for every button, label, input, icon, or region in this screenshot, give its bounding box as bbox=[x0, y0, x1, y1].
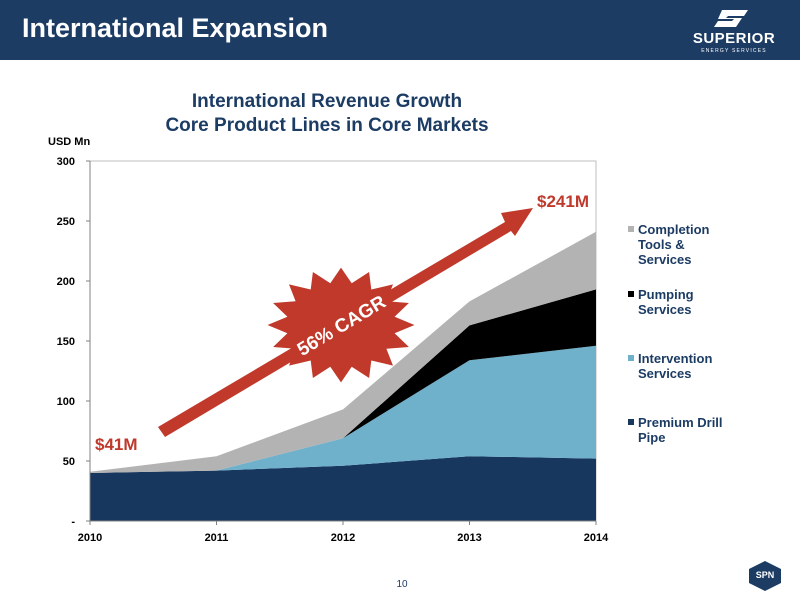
logo-subtitle: ENERGY SERVICES bbox=[701, 48, 767, 54]
legend-swatch-completion bbox=[628, 226, 634, 232]
header-bar: International Expansion SUPERIOR ENERGY … bbox=[0, 0, 800, 60]
start-value-label: $41M bbox=[95, 435, 138, 454]
legend-line: Intervention bbox=[638, 351, 713, 366]
legend-line: Pumping bbox=[638, 287, 694, 302]
area-series-intervention-services bbox=[90, 345, 596, 473]
legend-line: Premium Drill bbox=[638, 415, 723, 430]
spn-badge-label: SPN bbox=[755, 570, 775, 580]
legend-label-premium-drill-pipe: Premium Drill Pipe bbox=[638, 415, 748, 445]
legend-swatch-premium-drill-pipe bbox=[628, 419, 634, 425]
y-axis-label: USD Mn bbox=[48, 136, 90, 148]
legend-line: Pipe bbox=[638, 430, 666, 445]
y-tick-label: 300 bbox=[57, 156, 75, 168]
x-tick-label: 2012 bbox=[331, 532, 355, 544]
legend-line: Services bbox=[638, 252, 692, 267]
y-tick-label: 100 bbox=[57, 396, 75, 408]
legend-line: Completion bbox=[638, 222, 710, 237]
legend-swatch-pumping bbox=[628, 291, 634, 297]
area-series-completion-tools-services bbox=[90, 231, 596, 473]
y-tick-label: 250 bbox=[57, 216, 75, 228]
x-tick-label: 2011 bbox=[205, 532, 229, 544]
page-number: 10 bbox=[396, 579, 408, 590]
page-title: International Expansion bbox=[22, 13, 329, 43]
y-tick-label: - bbox=[71, 516, 75, 528]
y-tick-label: 50 bbox=[63, 456, 75, 468]
legend-swatch-intervention bbox=[628, 355, 634, 361]
legend-label-intervention: Intervention Services bbox=[638, 351, 748, 381]
chart-title-line-1: International Revenue Growth bbox=[191, 91, 463, 112]
area-series-premium-drill-pipe bbox=[90, 456, 596, 521]
end-value-label: $241M bbox=[537, 192, 589, 211]
spn-badge: SPN bbox=[747, 560, 783, 592]
hexagon-badge-icon bbox=[749, 561, 781, 591]
legend-label-completion: Completion Tools & Services bbox=[638, 222, 748, 267]
cagr-starburst bbox=[267, 267, 415, 383]
chart-title: International Revenue Growth Core Produc… bbox=[0, 90, 654, 138]
y-tick-label: 200 bbox=[57, 276, 75, 288]
x-tick-label: 2014 bbox=[584, 532, 609, 544]
legend-label-pumping: Pumping Services bbox=[638, 287, 748, 317]
x-tick-label: 2013 bbox=[457, 532, 481, 544]
area-series-pumping-services bbox=[90, 289, 596, 473]
y-tick-label: 150 bbox=[57, 336, 75, 348]
company-logo: SUPERIOR ENERGY SERVICES bbox=[688, 6, 780, 56]
logo-s-icon bbox=[714, 10, 748, 27]
legend-line: Tools & bbox=[638, 237, 685, 252]
chart-title-line-2: Core Product Lines in Core Markets bbox=[165, 115, 489, 136]
legend-line: Services bbox=[638, 366, 692, 381]
logo-wordmark: SUPERIOR bbox=[692, 30, 776, 47]
legend-line: Services bbox=[638, 302, 692, 317]
x-tick-label: 2010 bbox=[78, 532, 102, 544]
